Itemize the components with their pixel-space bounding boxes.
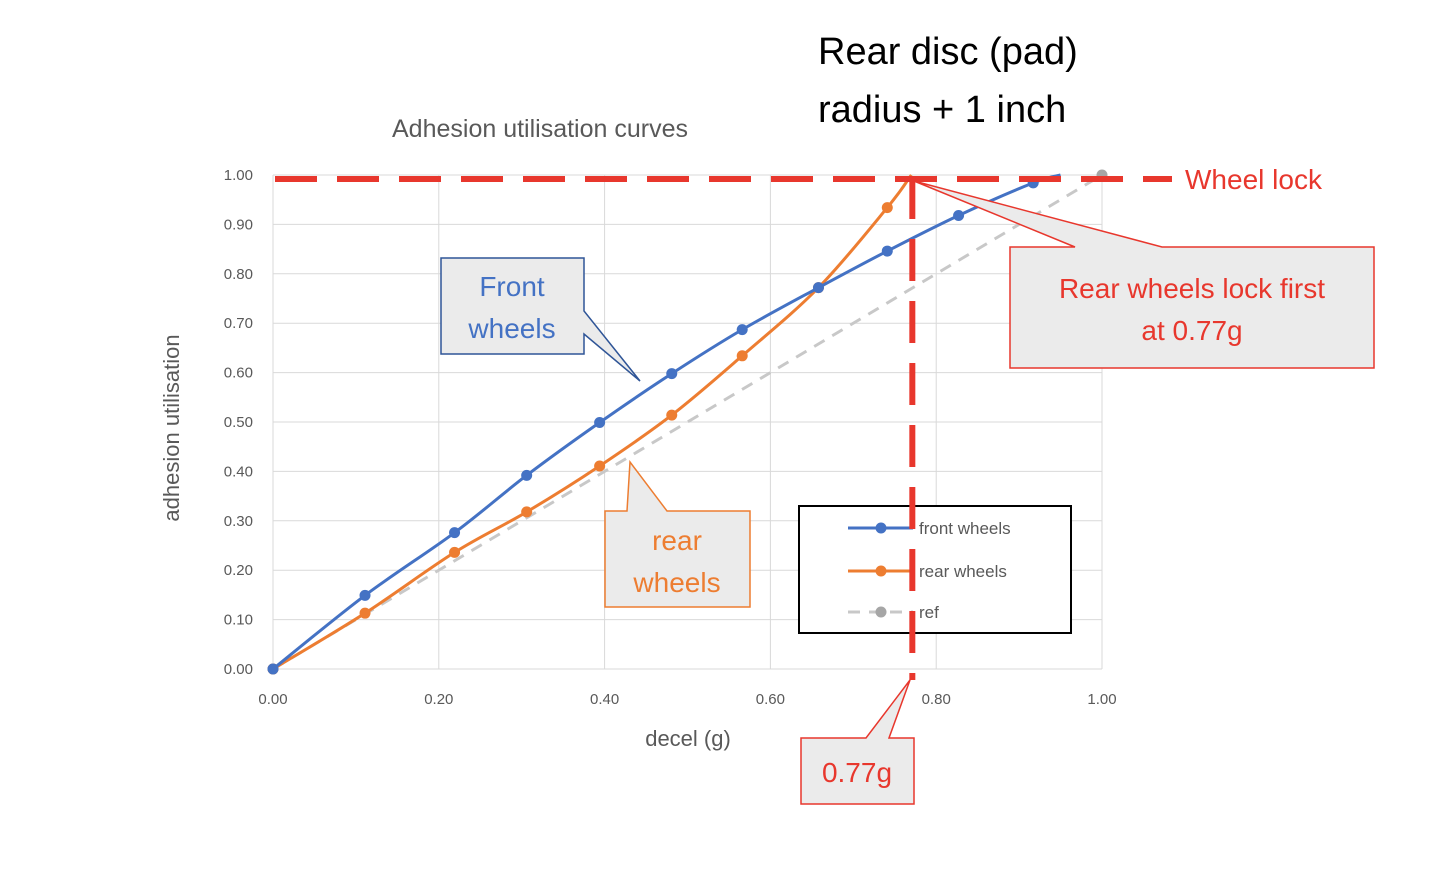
y-tick-label: 0.20	[224, 562, 253, 579]
lock-first-callout: Rear wheels lock first at 0.77g	[913, 180, 1375, 369]
data-point	[881, 202, 893, 214]
lock-callout-shape	[913, 180, 1375, 369]
heading-line-1: Rear disc (pad)	[818, 31, 1078, 73]
wheel-lock-label: Wheel lock	[1185, 164, 1323, 195]
y-tick-label: 1.00	[224, 167, 253, 184]
data-point	[953, 210, 965, 222]
data-point	[812, 282, 824, 294]
series-line	[272, 173, 1103, 671]
front-callout-line-2: wheels	[467, 313, 555, 344]
x-tick-label: 0.60	[756, 691, 785, 708]
data-point	[736, 324, 748, 336]
chart-title: Adhesion utilisation curves	[392, 115, 688, 143]
legend-entry: ref	[848, 603, 939, 622]
x-axis-title: decel (g)	[645, 726, 731, 751]
legend-label: ref	[919, 603, 939, 622]
legend-entry: front wheels	[848, 519, 1011, 538]
heading-line-2: radius + 1 inch	[818, 89, 1066, 131]
decel-callout-shape	[800, 679, 915, 805]
data-point	[666, 409, 678, 421]
x-tick-label: 1.00	[1087, 691, 1116, 708]
data-point	[449, 527, 461, 539]
rear-callout-shape	[604, 459, 751, 608]
y-tick-label: 0.30	[224, 513, 253, 530]
y-tick-label: 0.50	[224, 414, 253, 431]
front-callout-shape	[440, 257, 641, 382]
x-tick-label: 0.80	[922, 691, 951, 708]
series-line	[272, 174, 913, 671]
x-tick-label: 0.40	[590, 691, 619, 708]
decel-callout: 0.77g	[800, 679, 915, 805]
lock-callout-line-2: at 0.77g	[1141, 315, 1242, 346]
legend-label: front wheels	[919, 519, 1011, 538]
y-tick-label: 0.10	[224, 612, 253, 629]
y-tick-label: 0.00	[224, 661, 253, 678]
front-wheels-callout: Front wheels	[440, 257, 641, 382]
data-point	[267, 663, 279, 675]
y-tick-label: 0.80	[224, 266, 253, 283]
data-point	[449, 546, 461, 558]
tick-labels: 0.00 0.10 0.20 0.30 0.40 0.50 0.60 0.70 0.80 0.90…	[224, 167, 1117, 708]
legend-swatch-marker	[875, 522, 887, 534]
lock-callout-line-1: Rear wheels lock first	[1059, 273, 1325, 304]
data-point	[521, 469, 533, 481]
data-point	[594, 460, 606, 472]
x-tick-label: 0.00	[258, 691, 287, 708]
annotation-layer	[275, 176, 1172, 680]
y-tick-label: 0.60	[224, 365, 253, 382]
y-axis-title: adhesion utilisation	[159, 334, 184, 521]
y-tick-label: 0.70	[224, 315, 253, 332]
rear-callout-line-2: wheels	[632, 567, 720, 598]
legend: front wheels rear wheels ref	[798, 505, 1072, 634]
y-tick-label: 0.90	[224, 216, 253, 233]
legend-entry: rear wheels	[848, 562, 1007, 581]
data-point	[359, 607, 371, 619]
data-point	[359, 589, 371, 601]
rear-callout-line-1: rear	[652, 525, 702, 556]
legend-swatch-marker	[875, 606, 887, 618]
data-point	[521, 506, 533, 518]
decel-callout-text: 0.77g	[822, 757, 892, 788]
legend-swatch-marker	[875, 565, 887, 577]
legend-box	[798, 505, 1072, 634]
x-tick-label: 0.20	[424, 691, 453, 708]
y-tick-label: 0.40	[224, 463, 253, 480]
data-point	[666, 368, 678, 380]
legend-entries: front wheels rear wheels ref	[848, 519, 1011, 622]
front-callout-line-1: Front	[479, 271, 545, 302]
data-point	[881, 245, 893, 257]
legend-label: rear wheels	[919, 562, 1007, 581]
rear-wheels-callout: rear wheels	[604, 459, 751, 608]
data-point	[736, 350, 748, 362]
data-point	[594, 416, 606, 428]
